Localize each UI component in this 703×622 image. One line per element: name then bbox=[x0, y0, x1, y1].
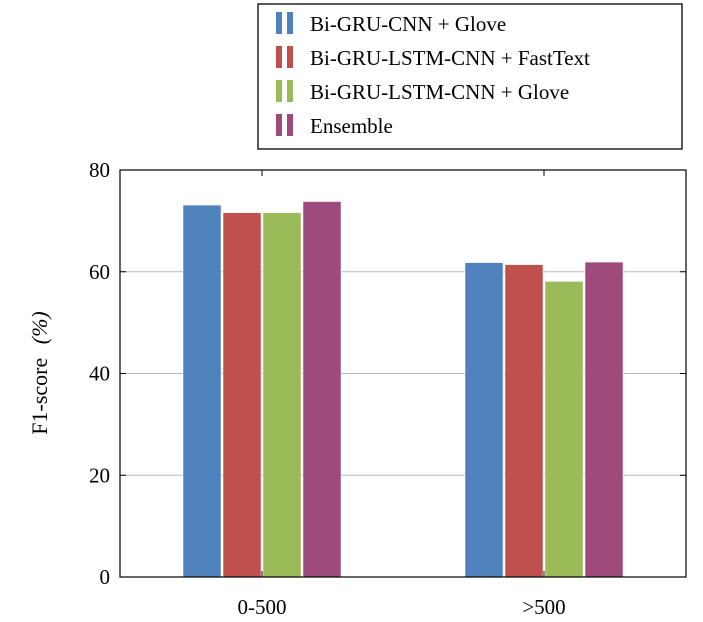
plot-area: 0 20 40 60 80 0-500 >500 bbox=[89, 158, 687, 619]
bar bbox=[584, 261, 624, 578]
legend: Bi-GRU-CNN + Glove Bi-GRU-LSTM-CNN + Fast… bbox=[257, 3, 683, 150]
bars bbox=[182, 201, 624, 578]
legend-label: Bi-GRU-LSTM-CNN + FastText bbox=[310, 46, 590, 70]
bar bbox=[504, 264, 544, 578]
bar bbox=[222, 212, 262, 578]
y-tick-label: 40 bbox=[89, 362, 110, 386]
y-tick-label: 80 bbox=[89, 158, 110, 182]
legend-swatch bbox=[287, 80, 293, 102]
y-tick-label: 0 bbox=[100, 565, 111, 589]
legend-swatch bbox=[276, 80, 282, 102]
legend-label: Bi-GRU-CNN + Glove bbox=[310, 12, 506, 36]
y-axis-ticks: 0 20 40 60 80 bbox=[89, 158, 686, 589]
bar bbox=[302, 201, 342, 578]
x-axis-ticks: 0-500 >500 bbox=[238, 170, 566, 619]
bar bbox=[544, 281, 584, 578]
bar bbox=[464, 262, 504, 578]
legend-swatch bbox=[276, 114, 282, 136]
bar bbox=[262, 212, 302, 578]
legend-label: Bi-GRU-LSTM-CNN + Glove bbox=[310, 80, 569, 104]
legend-swatch bbox=[287, 46, 293, 68]
y-axis-label-unit: (%) bbox=[27, 311, 52, 344]
legend-items: Bi-GRU-CNN + Glove Bi-GRU-LSTM-CNN + Fast… bbox=[276, 12, 590, 138]
legend-swatch bbox=[287, 12, 293, 34]
y-tick-label: 60 bbox=[89, 260, 110, 284]
bar bbox=[182, 204, 222, 578]
y-axis-label-text: F1-score bbox=[27, 358, 52, 435]
legend-label: Ensemble bbox=[310, 114, 393, 138]
legend-swatch bbox=[287, 114, 293, 136]
legend-swatch bbox=[276, 46, 282, 68]
y-tick-label: 20 bbox=[89, 463, 110, 487]
x-tick-label: 0-500 bbox=[238, 595, 287, 619]
x-tick-label: >500 bbox=[522, 595, 565, 619]
legend-box bbox=[257, 3, 683, 150]
legend-swatch bbox=[276, 12, 282, 34]
y-axis-label: F1-score (%) bbox=[27, 311, 52, 434]
